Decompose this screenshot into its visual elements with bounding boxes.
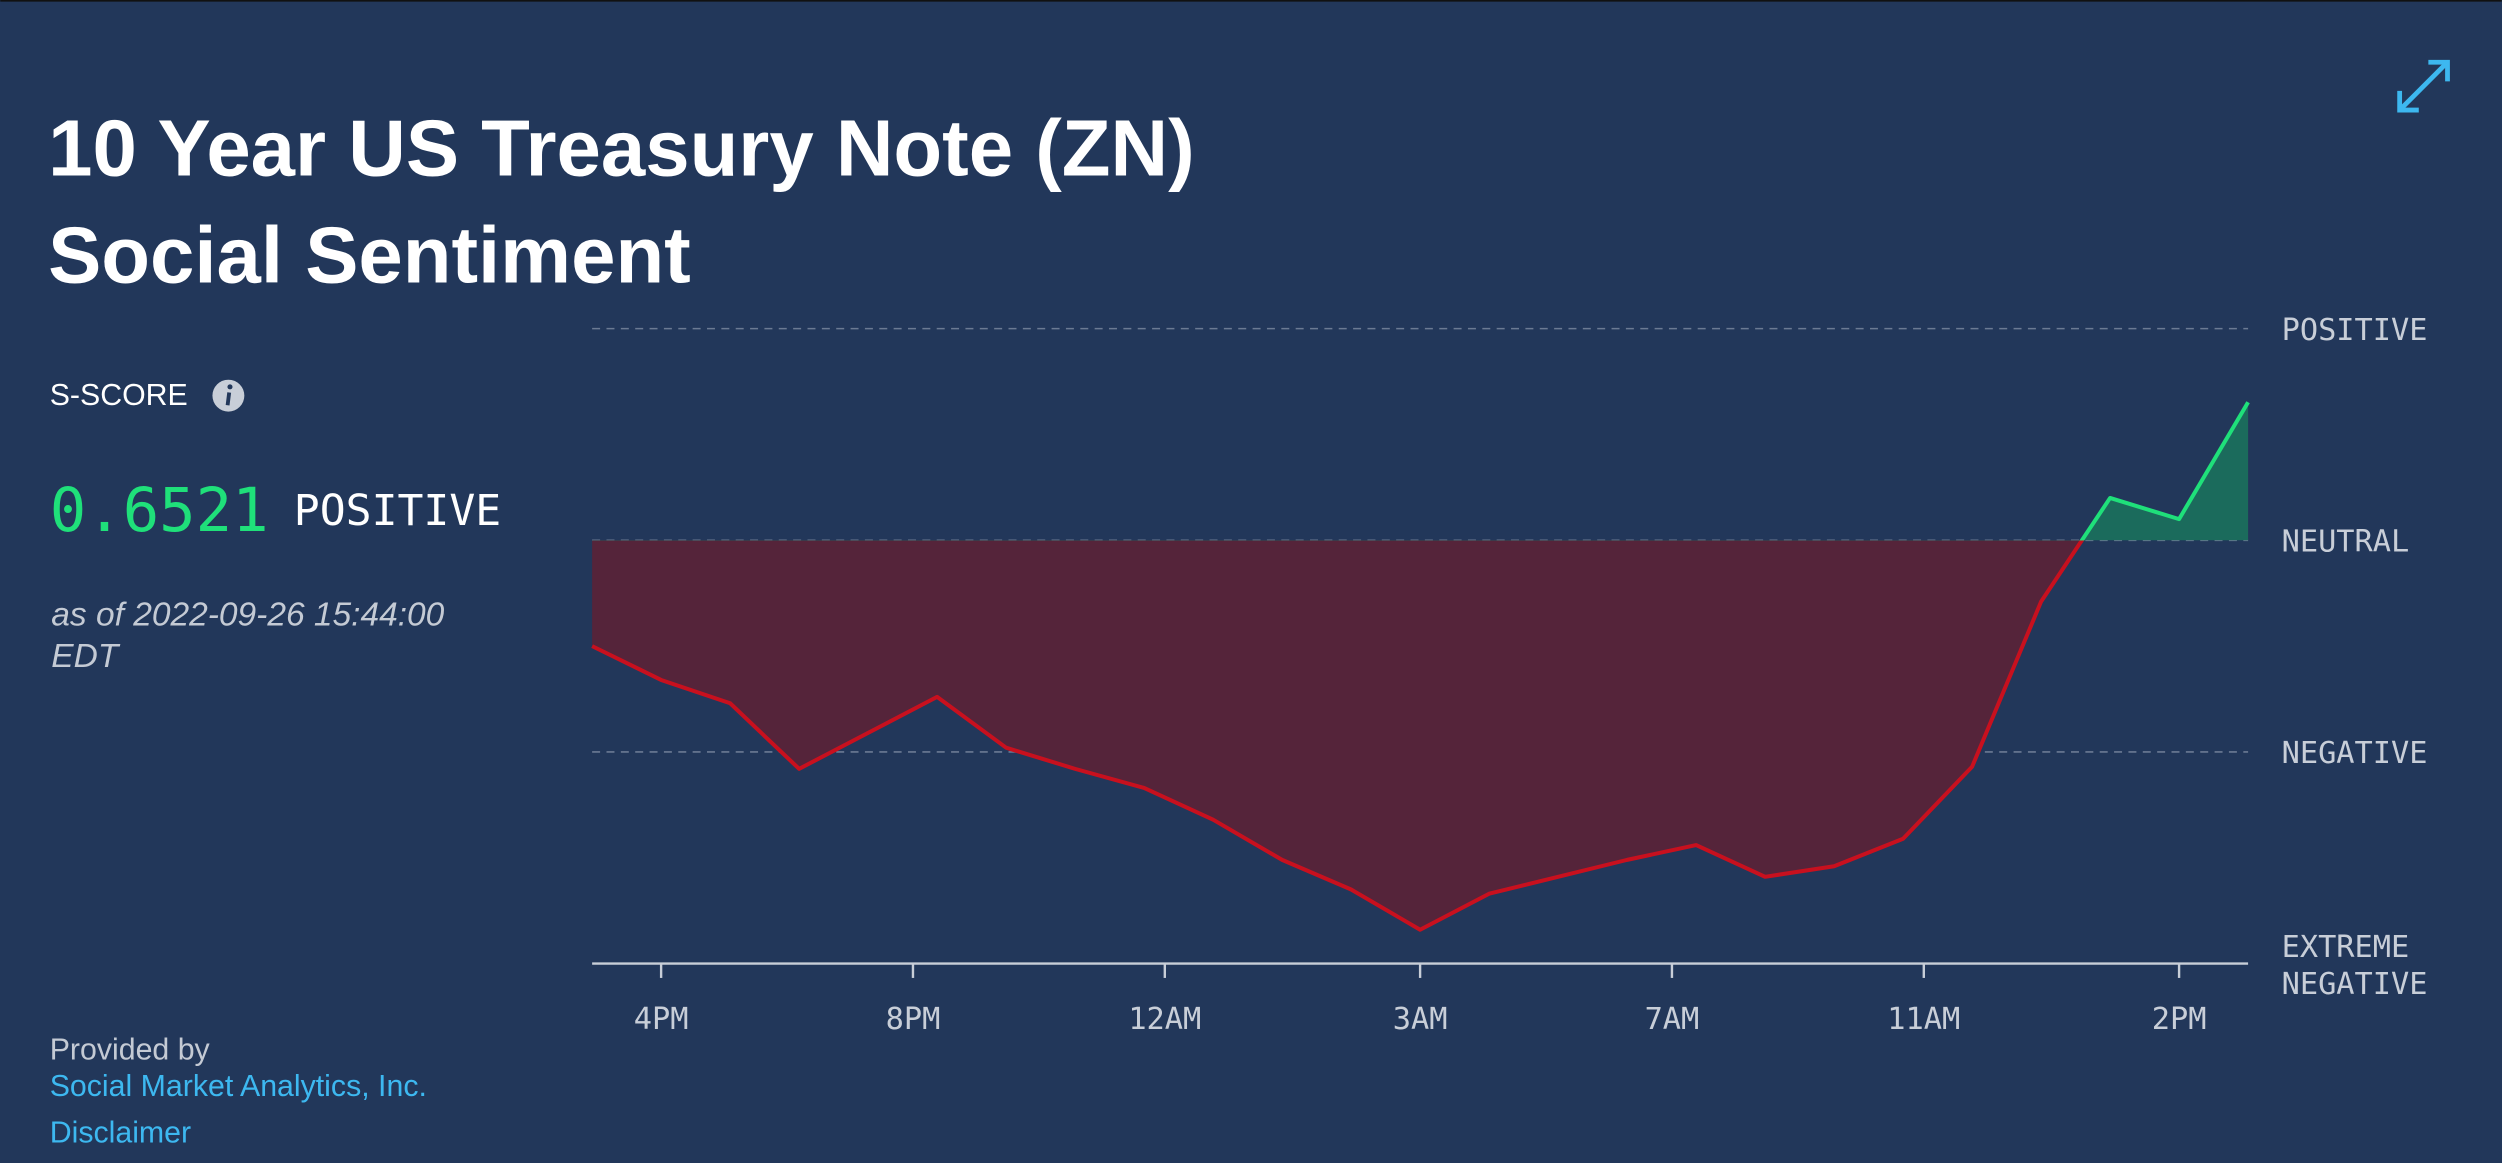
x-tick-label: 3AM [1393,1002,1448,1037]
title-line: Social Sentiment [48,210,691,299]
x-tick-label: 7AM [1645,1002,1700,1037]
score-label: S-SCORE [50,379,188,412]
provided-by: Provided by [50,1033,211,1066]
line [591,401,2250,932]
as-of: as of 2022-09-26 15:44:00 [51,596,444,633]
provider-link[interactable]: Social Market Analytics, Inc. [50,1070,427,1103]
y-tick-label: EXTREME NEGATIVE [2282,930,2428,1002]
title-line: 10 Year US Treasury Note (ZN) [48,103,1195,192]
y-tick-label: NEUTRAL [2282,524,2410,559]
y-tick-label: POSITIVE [2282,313,2428,348]
score-status: POSITIVE [294,486,501,536]
score-value: 0.6521 [50,476,269,546]
expand-icon[interactable] [2397,59,2450,113]
x-tick-label: 8PM [886,1002,941,1037]
x-tick-label: 2PM [2152,1002,2207,1037]
area [592,402,2249,930]
x-tick-label: 4PM [634,1002,689,1037]
chart: POSITIVE NEUTRAL NEGATIVE EXTREME NEGATIVE 4… [591,313,2428,1037]
x-tick-label: 11AM [1887,1002,1960,1037]
info-icon[interactable] [212,379,245,412]
y-tick-label: NEGATIVE [2282,736,2428,771]
disclaimer-link[interactable]: Disclaimer [50,1116,191,1149]
as-of: EDT [51,638,121,675]
x-tick-label: 12AM [1128,1002,1201,1037]
